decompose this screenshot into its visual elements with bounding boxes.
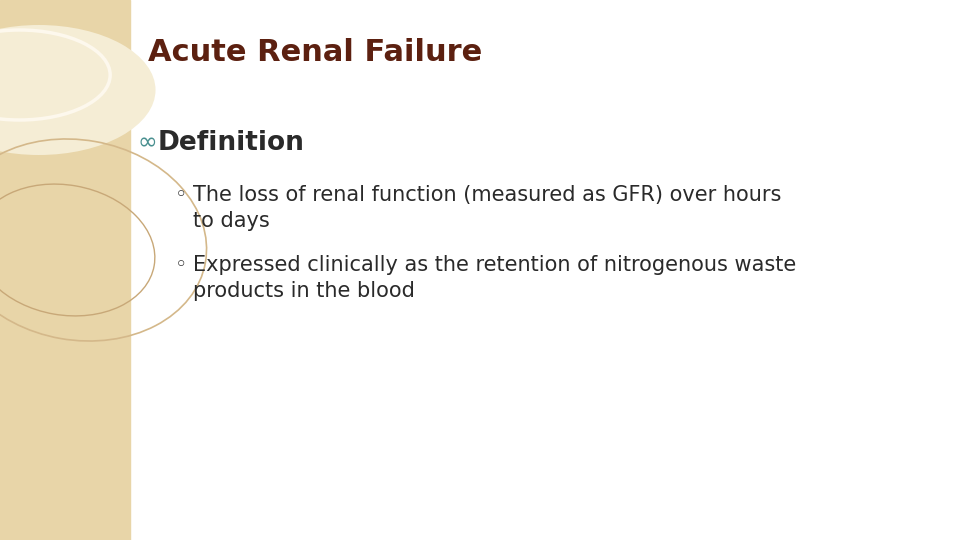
Text: Expressed clinically as the retention of nitrogenous waste
products in the blood: Expressed clinically as the retention of… <box>193 255 796 301</box>
Text: ◦: ◦ <box>175 255 187 275</box>
Text: Acute Renal Failure: Acute Renal Failure <box>148 38 482 67</box>
Text: ∞: ∞ <box>138 130 157 154</box>
Text: ◦: ◦ <box>175 185 187 205</box>
Text: Definition: Definition <box>158 130 305 156</box>
Bar <box>0 0 130 540</box>
Ellipse shape <box>0 25 156 155</box>
Text: The loss of renal function (measured as GFR) over hours
to days: The loss of renal function (measured as … <box>193 185 781 232</box>
